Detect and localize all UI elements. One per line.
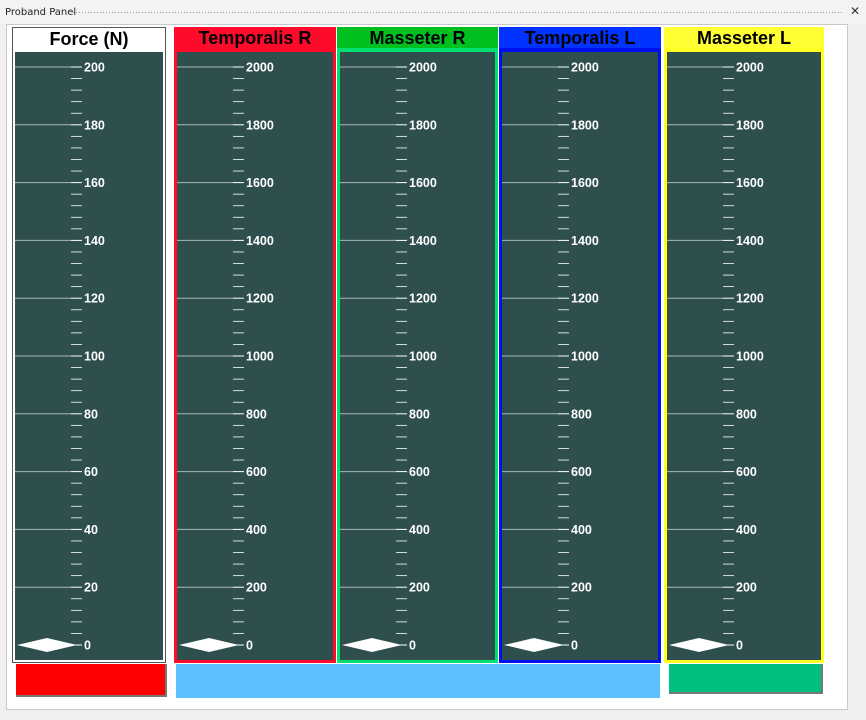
gauge-column-temporalis-r: Temporalis R 0 200 400 600 800 1000 1200 1400 16… <box>174 27 336 663</box>
tick-label: 1000 <box>246 350 274 364</box>
tick-label: 1600 <box>571 176 599 190</box>
tick-label: 1000 <box>571 350 599 364</box>
column-header-masseter-r: Masseter R <box>337 27 498 48</box>
tick-label: 200 <box>571 581 592 595</box>
tick-label: 0 <box>409 639 416 653</box>
tick-label: 800 <box>571 407 592 421</box>
status-indicator-green[interactable] <box>669 664 823 694</box>
tick-label: 1400 <box>246 234 274 248</box>
tick-label: 2000 <box>736 61 764 75</box>
gauge-scale: 0 200 400 600 800 1000 1200 1400 1600 1800 2000 <box>340 61 437 653</box>
tick-label: 1400 <box>409 234 437 248</box>
tick-label: 40 <box>84 523 98 537</box>
tick-label: 1800 <box>736 118 764 132</box>
tick-label: 1600 <box>409 176 437 190</box>
gauge-masseter-l: 0 200 400 600 800 1000 1200 1400 1600 1800 2000 <box>667 52 821 660</box>
tick-label: 200 <box>736 581 757 595</box>
tick-label: 400 <box>246 523 267 537</box>
level-pointer-icon[interactable] <box>669 638 729 652</box>
tick-label: 60 <box>84 465 98 479</box>
level-pointer-icon[interactable] <box>179 638 239 652</box>
gauge-scale: 0 200 400 600 800 1000 1200 1400 1600 1800 2000 <box>177 61 274 653</box>
gauge-column-temporalis-l: Temporalis L 0 200 400 600 800 1000 1200 1400 16… <box>499 27 661 663</box>
tick-label: 600 <box>571 465 592 479</box>
gauge-temporalis-l: 0 200 400 600 800 1000 1200 1400 1600 1800 2000 <box>502 52 658 660</box>
gauge-masseter-r: 0 200 400 600 800 1000 1200 1400 1600 1800 2000 <box>340 52 495 660</box>
tick-label: 0 <box>571 639 578 653</box>
tick-label: 1200 <box>571 292 599 306</box>
tick-label: 180 <box>84 118 105 132</box>
tick-label: 140 <box>84 234 105 248</box>
status-indicator-red[interactable] <box>16 664 167 697</box>
gauge-scale: 0 20 40 60 80 100 120 140 160 180 200 <box>15 61 105 653</box>
tick-label: 2000 <box>571 61 599 75</box>
title-bar: Proband Panel ✕ <box>0 0 866 24</box>
tick-label: 1600 <box>246 176 274 190</box>
tick-label: 0 <box>84 639 91 653</box>
gauge-temporalis-r: 0 200 400 600 800 1000 1200 1400 1600 1800 2000 <box>177 52 333 660</box>
tick-label: 1000 <box>736 350 764 364</box>
tick-label: 200 <box>84 61 105 75</box>
tick-label: 800 <box>246 407 267 421</box>
tick-label: 1800 <box>246 118 274 132</box>
level-pointer-icon[interactable] <box>17 638 77 652</box>
tick-label: 1400 <box>736 234 764 248</box>
tick-label: 800 <box>409 407 430 421</box>
gauge-column-force: Force (N) 0 20 40 60 80 100 120 140 160 180 200 <box>12 27 166 663</box>
level-pointer-icon[interactable] <box>342 638 402 652</box>
tick-label: 200 <box>409 581 430 595</box>
tick-label: 2000 <box>246 61 274 75</box>
tick-label: 1000 <box>409 350 437 364</box>
tick-label: 600 <box>246 465 267 479</box>
tick-label: 120 <box>84 292 105 306</box>
gauge-scale: 0 200 400 600 800 1000 1200 1400 1600 1800 2000 <box>667 61 764 653</box>
close-icon[interactable]: ✕ <box>849 4 860 18</box>
window-title: Proband Panel <box>5 7 77 18</box>
tick-label: 1800 <box>409 118 437 132</box>
gauge-column-masseter-r: Masseter R 0 200 400 600 800 1000 1200 1400 1600… <box>337 27 498 663</box>
tick-label: 0 <box>736 639 743 653</box>
tick-label: 100 <box>84 350 105 364</box>
tick-label: 200 <box>246 581 267 595</box>
tick-label: 1200 <box>409 292 437 306</box>
column-header-force: Force (N) <box>13 28 165 49</box>
tick-label: 1400 <box>571 234 599 248</box>
tick-label: 400 <box>571 523 592 537</box>
column-header-temporalis-l: Temporalis L <box>499 27 661 48</box>
tick-label: 400 <box>736 523 757 537</box>
level-pointer-icon[interactable] <box>504 638 564 652</box>
gauge-force: 0 20 40 60 80 100 120 140 160 180 200 <box>15 52 163 660</box>
tick-label: 20 <box>84 581 98 595</box>
tick-label: 600 <box>736 465 757 479</box>
tick-label: 1200 <box>246 292 274 306</box>
tick-label: 800 <box>736 407 757 421</box>
tick-label: 160 <box>84 176 105 190</box>
tick-label: 80 <box>84 407 98 421</box>
column-header-temporalis-r: Temporalis R <box>174 27 336 48</box>
tick-label: 400 <box>409 523 430 537</box>
tick-label: 1200 <box>736 292 764 306</box>
gauge-column-masseter-l: Masseter L 0 200 400 600 800 1000 1200 1400 1600… <box>664 27 824 663</box>
tick-label: 1600 <box>736 176 764 190</box>
column-header-masseter-l: Masseter L <box>664 27 824 48</box>
tick-label: 1800 <box>571 118 599 132</box>
tick-label: 600 <box>409 465 430 479</box>
title-bar-grip[interactable] <box>72 11 842 14</box>
tick-label: 0 <box>246 639 253 653</box>
gauge-scale: 0 200 400 600 800 1000 1200 1400 1600 1800 2000 <box>502 61 599 653</box>
tick-label: 2000 <box>409 61 437 75</box>
status-bar-blue <box>176 664 660 698</box>
